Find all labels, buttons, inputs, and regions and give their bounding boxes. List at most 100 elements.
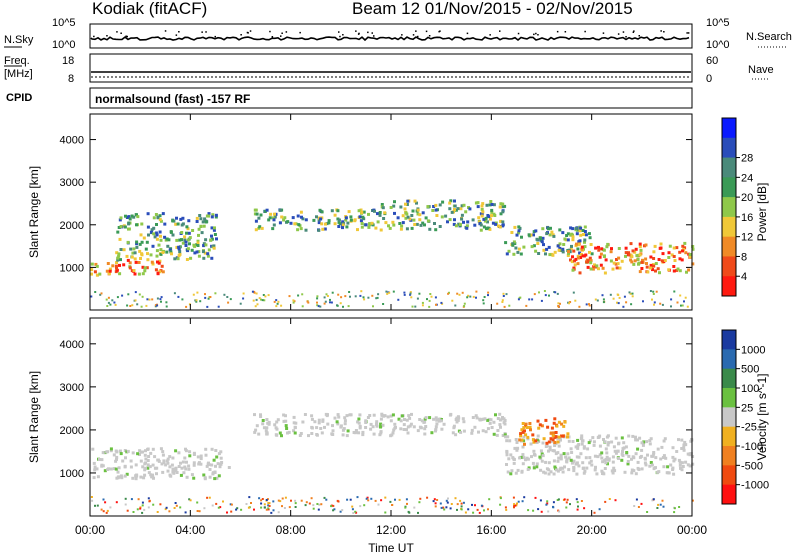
echo-cell [601, 471, 605, 475]
echo-cell [147, 471, 151, 475]
echo-cell [149, 473, 153, 477]
echo-cell [549, 437, 553, 441]
echo-cell [678, 463, 682, 467]
echo-cell [96, 475, 100, 479]
noise-cell [503, 305, 506, 308]
echo-cell [575, 232, 579, 236]
noise-cell [305, 501, 308, 504]
echo-cell [566, 232, 570, 236]
echo-cell [611, 471, 615, 475]
echo-cell [325, 414, 329, 418]
echo-cell [588, 236, 592, 240]
echo-cell [155, 472, 158, 476]
noise-cell [230, 503, 233, 506]
echo-cell [273, 212, 276, 216]
echo-cell [134, 213, 138, 217]
echo-cell [170, 463, 174, 467]
noise-cell [147, 506, 150, 509]
echo-cell [364, 426, 368, 429]
echo-cell [581, 229, 585, 232]
echo-cell [280, 215, 284, 219]
nsearch-dot [240, 34, 242, 36]
noise-cell [351, 505, 354, 508]
echo-cell [134, 477, 138, 481]
echo-cell [391, 431, 395, 435]
echo-cell [390, 433, 394, 437]
nsearch-dot [125, 35, 127, 37]
echo-cell [649, 255, 653, 259]
echo-cell [399, 227, 403, 231]
echo-cell [372, 432, 376, 436]
echo-cell [578, 229, 582, 233]
noise-cell [576, 508, 579, 511]
noise-cell [100, 292, 103, 295]
echo-cell [582, 471, 586, 475]
echo-cell [494, 413, 497, 417]
echo-cell [326, 422, 330, 426]
echo-cell [317, 418, 321, 422]
echo-cell [205, 464, 209, 468]
echo-cell [529, 233, 533, 237]
echo-cell [183, 456, 187, 460]
noise-cell [670, 298, 673, 301]
echo-cell [357, 209, 361, 213]
echo-cell [593, 263, 596, 267]
noise-cell [426, 298, 428, 301]
echo-cell [519, 434, 523, 438]
echo-cell [135, 240, 139, 244]
noise-cell [154, 305, 157, 308]
echo-cell [570, 260, 574, 264]
echo-cell [211, 213, 215, 217]
noise-cell [227, 301, 230, 304]
nsearch-dot [687, 32, 690, 34]
noise-cell [301, 305, 304, 308]
noise-cell [543, 290, 546, 292]
echo-cell [202, 244, 206, 248]
echo-cell [301, 420, 305, 424]
echo-cell [201, 220, 205, 224]
noise-cell [156, 304, 159, 307]
echo-cell [582, 233, 585, 236]
echo-cell [586, 265, 590, 269]
beam-date-title: Beam 12 01/Nov/2015 - 02/Nov/2015 [352, 0, 633, 18]
echo-cell [433, 222, 436, 225]
echo-cell [413, 199, 417, 203]
echo-cell [672, 459, 676, 463]
echo-cell [499, 202, 503, 206]
noise-cell [206, 496, 209, 499]
echo-cell [327, 219, 331, 223]
echo-cell [549, 440, 553, 444]
noise-cell [544, 294, 547, 297]
echo-cell [656, 267, 660, 271]
echo-cell [540, 240, 544, 244]
colorbar-segment [722, 137, 736, 159]
echo-cell [459, 430, 463, 434]
echo-cell [660, 259, 664, 263]
echo-cell [368, 223, 372, 227]
echo-cell [109, 447, 113, 451]
echo-cell [175, 216, 178, 220]
echo-cell [257, 432, 261, 436]
echo-cell [337, 220, 341, 224]
echo-cell [90, 272, 93, 276]
echo-cell [457, 416, 461, 420]
echo-cell [474, 201, 478, 205]
nsearch-dot [537, 34, 539, 36]
echo-cell [152, 226, 156, 230]
echo-cell [614, 436, 618, 440]
echo-cell [140, 222, 144, 226]
nsearch-dot [246, 31, 249, 34]
echo-cell [501, 220, 505, 224]
echo-cell [617, 442, 620, 446]
echo-cell [599, 252, 603, 256]
echo-cell [552, 459, 556, 463]
echo-cell [584, 253, 588, 257]
echo-cell [587, 441, 591, 445]
echo-cell [161, 450, 165, 454]
noise-cell [462, 501, 465, 504]
noise-cell [209, 296, 212, 298]
noise-cell [229, 503, 232, 506]
noise-cell [678, 506, 681, 508]
echo-cell [525, 456, 529, 460]
echo-cell [532, 449, 536, 453]
